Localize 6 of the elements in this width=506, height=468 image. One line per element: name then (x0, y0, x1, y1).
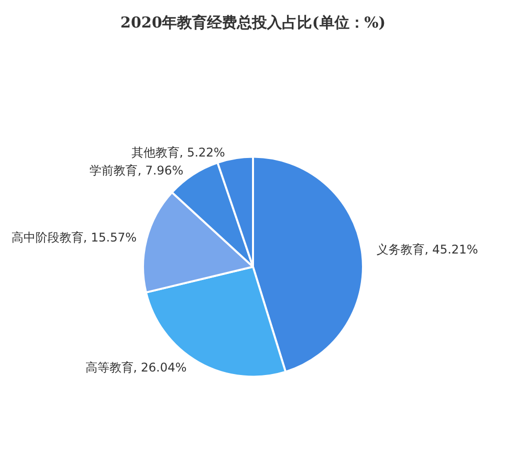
slice-label: 义务教育, 45.21% (376, 242, 478, 256)
slice-label: 高中阶段教育, 15.57% (11, 230, 137, 245)
slice-label: 其他教育, 5.22% (131, 145, 226, 160)
slice-label: 高等教育, 26.04% (85, 360, 187, 375)
chart-title: 2020年教育经费总投入占比(单位：%) (120, 14, 386, 32)
slice-label: 学前教育, 7.96% (90, 163, 184, 178)
